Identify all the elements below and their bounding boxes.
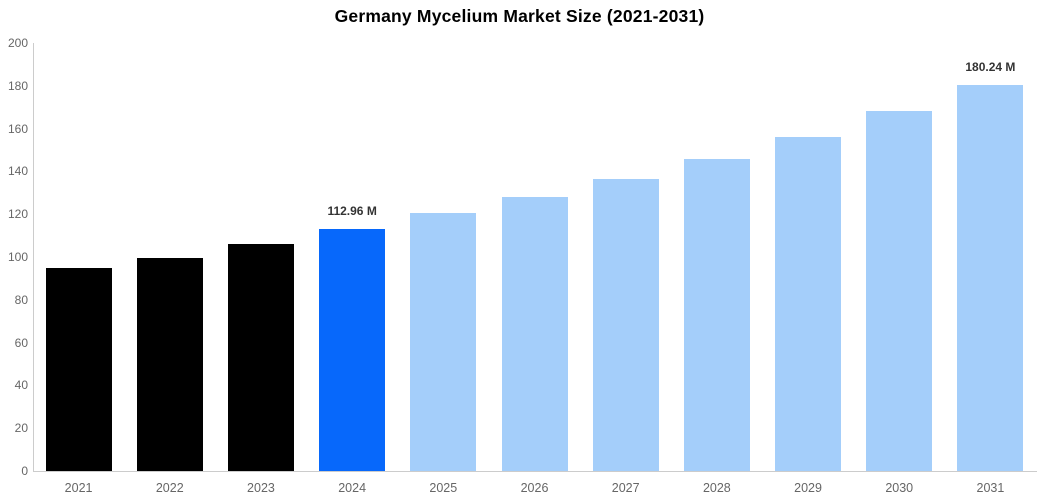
x-tick-label-2022: 2022: [155, 481, 184, 495]
y-tick-label-40: 40: [14, 378, 28, 393]
x-tick-label-2027: 2027: [611, 481, 640, 495]
x-tick-label-2023: 2023: [247, 481, 275, 495]
bar-2027[interactable]: [592, 178, 659, 471]
plot-area: [33, 43, 1037, 472]
x-tick-label-2029: 2029: [794, 481, 822, 495]
x-tick-label-2031: 2031: [976, 481, 1005, 495]
chart-title: Germany Mycelium Market Size (2021-2031): [334, 6, 705, 26]
bar-2029[interactable]: [775, 136, 842, 471]
bar-2021[interactable]: [45, 267, 112, 471]
y-tick-label-0: 0: [21, 464, 28, 478]
y-tick-label-160: 160: [7, 121, 28, 136]
bar-2024[interactable]: [319, 229, 386, 471]
bar-2022[interactable]: [136, 257, 203, 471]
y-tick-label-60: 60: [14, 335, 28, 350]
y-tick-label-140: 140: [7, 164, 28, 179]
data-label-2031: 180.24 M: [965, 60, 1016, 75]
bar-2026[interactable]: [501, 196, 568, 471]
x-tick-label-2026: 2026: [520, 481, 549, 495]
y-tick-label-80: 80: [14, 292, 28, 307]
bar-2023[interactable]: [227, 244, 294, 471]
bar-2030[interactable]: [866, 111, 933, 471]
x-tick-label-2028: 2028: [702, 481, 731, 495]
y-tick-label-200: 200: [7, 36, 28, 50]
y-tick-label-180: 180: [7, 78, 28, 93]
bar-2025[interactable]: [410, 213, 477, 471]
x-tick-label-2025: 2025: [429, 481, 458, 495]
data-label-2024: 112.96 M: [327, 204, 377, 219]
bar-2028[interactable]: [683, 158, 750, 471]
x-tick-label-2021: 2021: [64, 481, 93, 495]
x-tick-label-2030: 2030: [885, 481, 914, 495]
y-tick-label-120: 120: [7, 207, 28, 222]
x-tick-label-2024: 2024: [338, 481, 367, 495]
y-tick-label-20: 20: [14, 421, 28, 436]
bar-2031[interactable]: [957, 85, 1024, 471]
y-tick-label-100: 100: [7, 250, 28, 264]
